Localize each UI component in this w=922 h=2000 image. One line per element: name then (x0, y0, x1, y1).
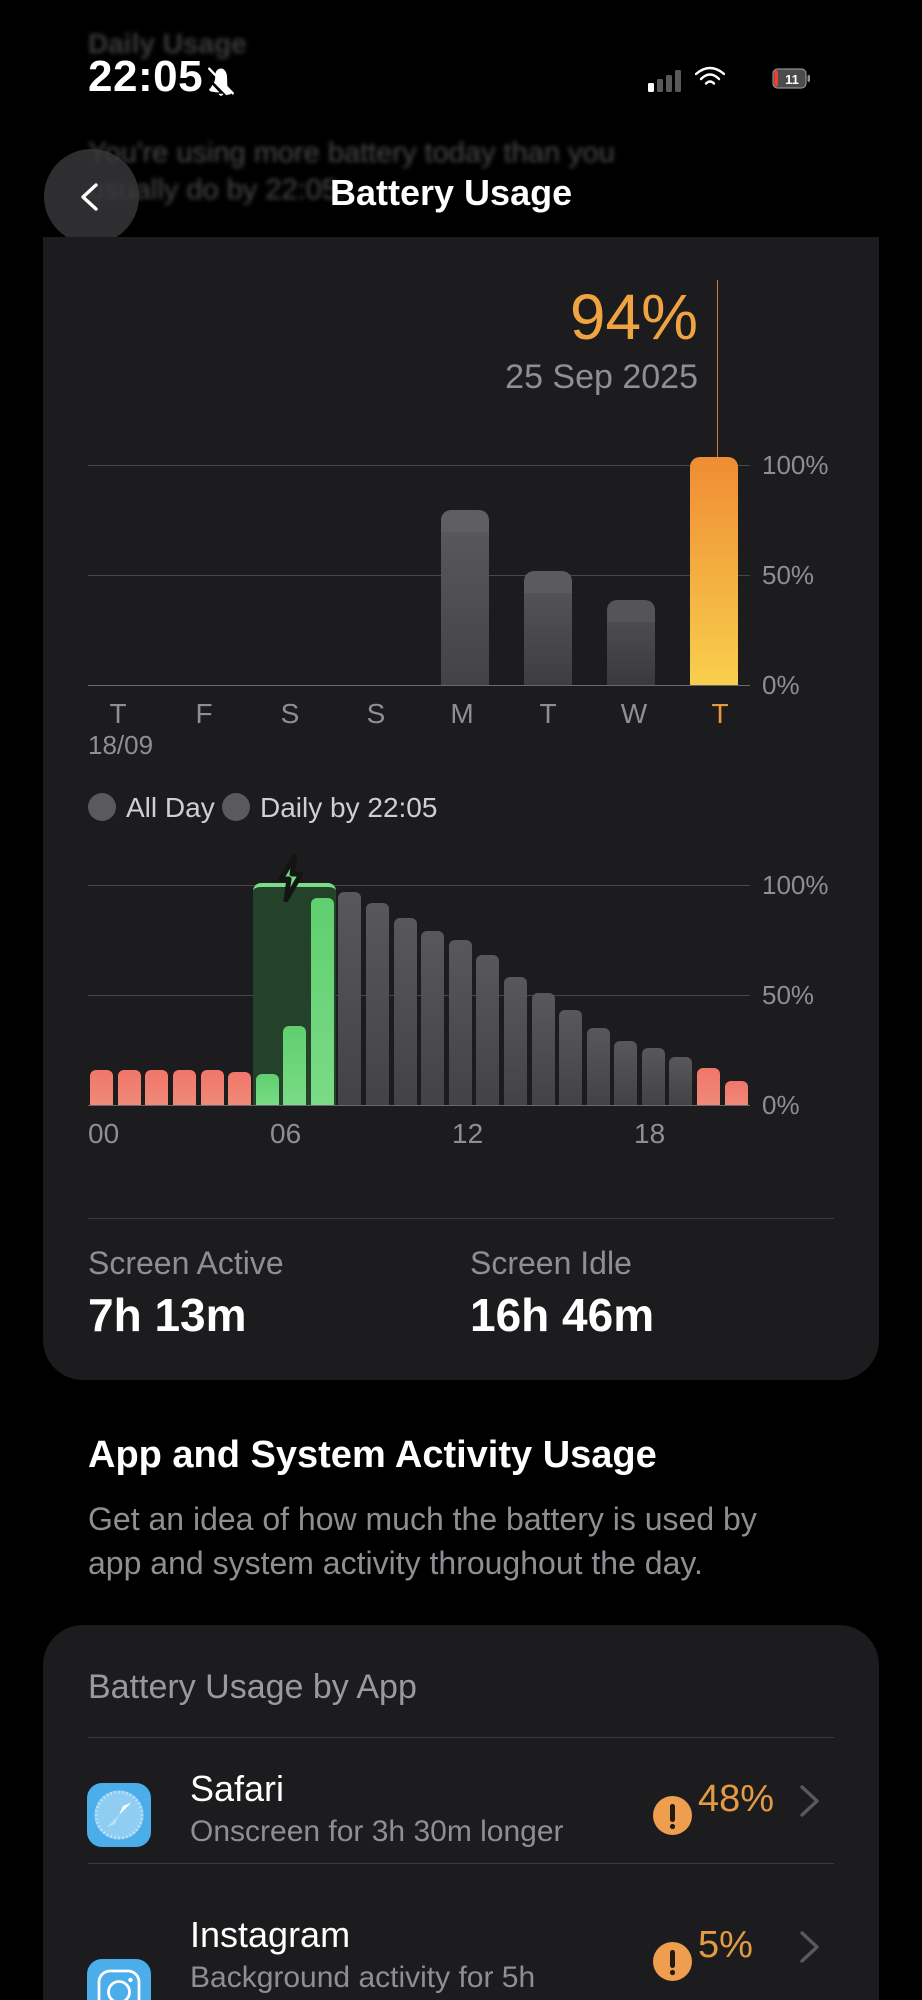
svg-text:11: 11 (785, 72, 799, 87)
